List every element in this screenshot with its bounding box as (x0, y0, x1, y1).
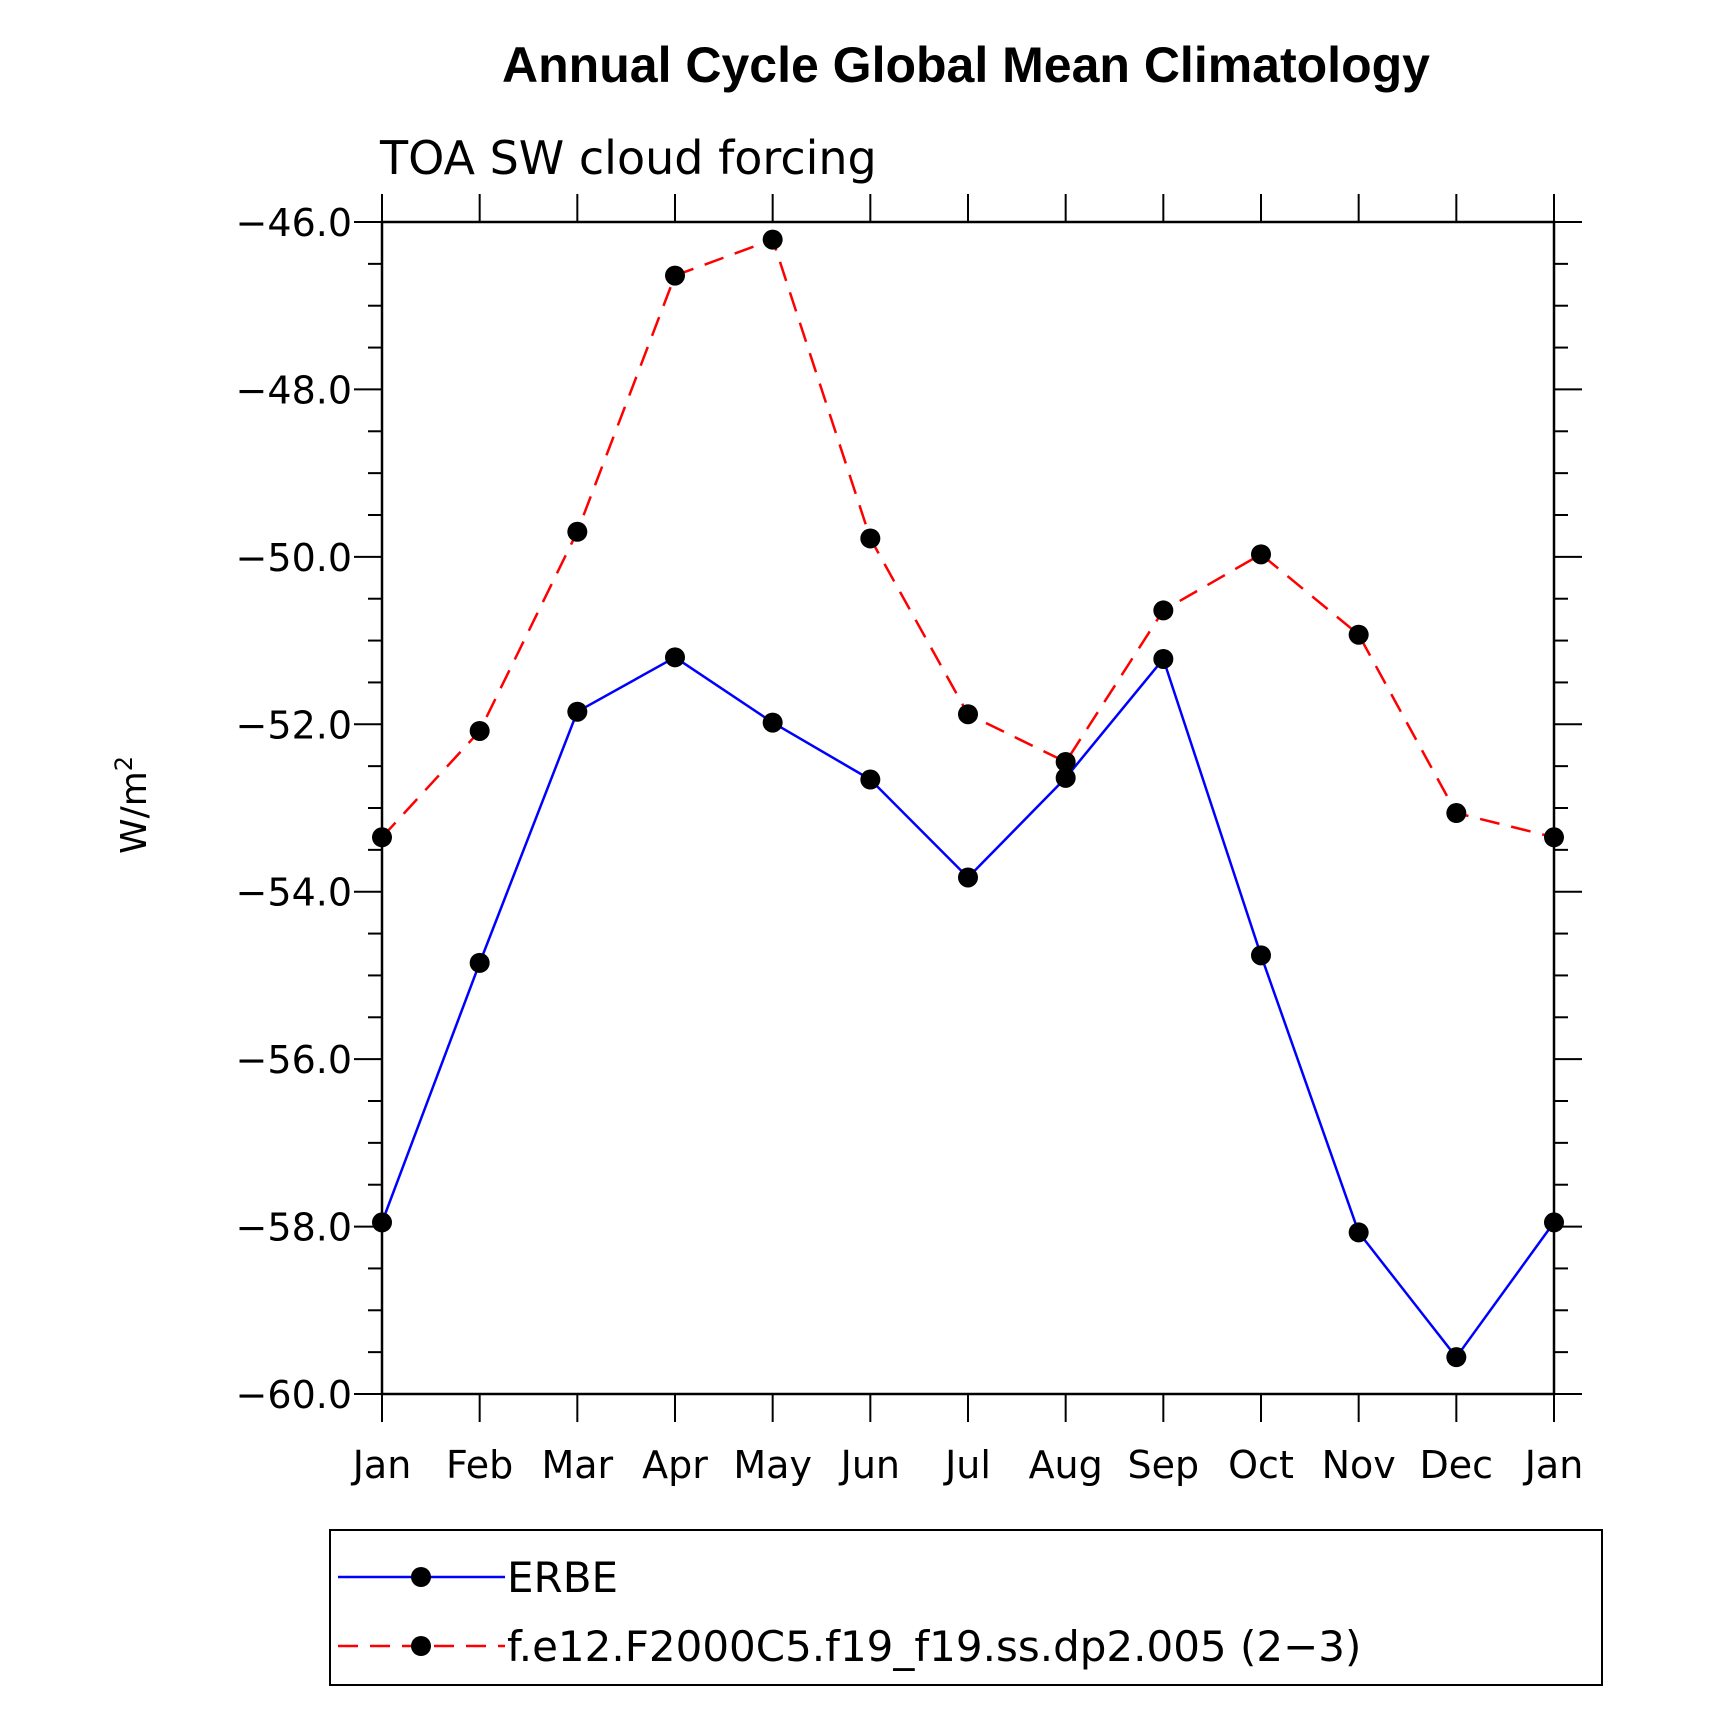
x-tick-label: Jul (943, 1443, 991, 1487)
series-lines (380, 238, 1556, 1359)
data-point-series-1 (372, 827, 392, 848)
data-point-series-1 (1544, 827, 1564, 848)
data-point-series-0 (1251, 945, 1271, 966)
data-point-series-1 (1348, 624, 1369, 645)
y-tick-label: −60.0 (236, 1373, 352, 1417)
x-tick-label: Dec (1420, 1443, 1494, 1487)
axis-ticks (354, 194, 1582, 1422)
legend-label-erbe: ERBE (507, 1553, 618, 1602)
data-point-series-0 (567, 701, 588, 722)
y-axis-label: W/m (114, 771, 155, 854)
x-tick-label: Jan (1523, 1443, 1584, 1487)
data-point-series-0 (958, 867, 978, 888)
x-tick-label: May (733, 1443, 812, 1487)
x-tick-label: Oct (1228, 1443, 1294, 1487)
data-point-series-0 (1055, 767, 1076, 788)
y-tick-label: −54.0 (236, 871, 352, 915)
legend-label-model: f.e12.F2000C5.f19_f19.ss.dp2.005 (2−3) (507, 1622, 1361, 1671)
x-tick-label: Aug (1029, 1443, 1103, 1487)
series-markers (372, 229, 1564, 1368)
series-line-1 (381, 238, 1555, 839)
data-point-series-1 (1446, 803, 1467, 824)
x-tick-label: Nov (1322, 1443, 1396, 1487)
data-point-series-1 (469, 720, 490, 741)
data-point-series-0 (1544, 1212, 1564, 1233)
x-tick-label: Feb (446, 1443, 513, 1487)
data-point-series-1 (762, 229, 783, 250)
data-point-series-1 (1055, 751, 1076, 772)
x-tick-label: Mar (541, 1443, 613, 1487)
data-point-series-0 (1348, 1222, 1369, 1243)
y-tick-label: −46.0 (236, 201, 352, 245)
y-tick-label: −58.0 (236, 1206, 352, 1250)
data-point-series-0 (665, 647, 685, 668)
data-point-series-1 (567, 521, 588, 542)
series-line-0 (380, 656, 1556, 1359)
svg-text:W/m2: W/m2 (110, 756, 155, 854)
y-tick-label: −52.0 (236, 703, 352, 747)
chart-subtitle: TOA SW cloud forcing (379, 131, 877, 185)
y-tick-label: −50.0 (236, 536, 352, 580)
chart-title: Annual Cycle Global Mean Climatology (502, 37, 1430, 93)
plot-frame (380, 220, 1556, 1396)
x-tick-label: Sep (1128, 1443, 1200, 1487)
data-point-series-0 (762, 712, 783, 733)
data-point-series-0 (372, 1212, 392, 1233)
x-tick-labels: Jan Feb Mar Apr May Jun Jul Aug Sep Oct Nov Dec Jan (351, 1443, 1584, 1487)
data-point-series-0 (1446, 1347, 1467, 1368)
data-point-series-0 (860, 769, 881, 790)
legend-marker-erbe (411, 1567, 431, 1587)
data-point-series-1 (860, 528, 881, 549)
y-axis-label-superscript: 2 (110, 756, 138, 771)
data-point-series-0 (1153, 648, 1174, 669)
data-point-series-1 (1153, 600, 1174, 621)
legend: ERBE f.e12.F2000C5.f19_f19.ss.dp2.005 (2… (329, 1529, 1603, 1686)
data-point-series-1 (1251, 544, 1271, 565)
x-tick-label: Jun (839, 1443, 900, 1487)
data-point-series-0 (469, 952, 490, 973)
legend-marker-model (411, 1636, 431, 1656)
y-axis-title: W/m2 (110, 756, 155, 854)
y-tick-label: −48.0 (236, 368, 352, 412)
x-tick-label: Apr (642, 1443, 708, 1487)
y-tick-labels: −46.0 −48.0 −50.0 −52.0 −54.0 −56.0 −58.0 −60.0 (236, 201, 352, 1417)
x-tick-label: Jan (351, 1443, 412, 1487)
data-point-series-1 (665, 265, 685, 286)
legend-box (329, 1529, 1603, 1686)
y-tick-label: −56.0 (236, 1038, 352, 1082)
data-point-series-1 (958, 704, 978, 725)
